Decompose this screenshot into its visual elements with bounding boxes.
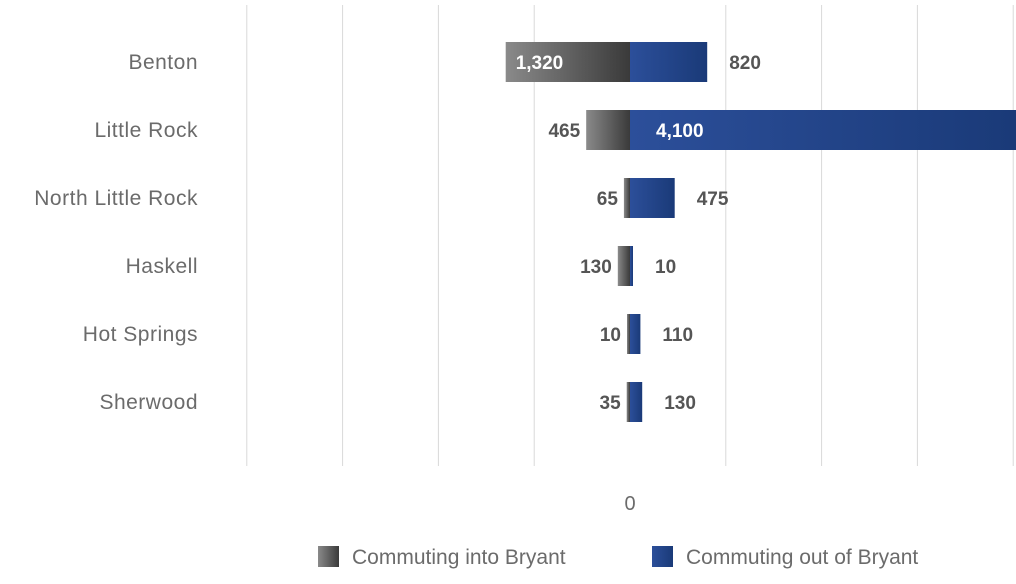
value-label-out: 475 [697, 189, 729, 210]
category-label: Sherwood [99, 391, 198, 414]
bar-commuting-into [623, 178, 630, 218]
bar-commuting-into [617, 246, 630, 286]
legend: Commuting into Bryant Commuting out of Br… [318, 546, 918, 569]
bar-commuting-out [630, 178, 675, 218]
legend-label: Commuting into Bryant [352, 546, 566, 569]
value-label-into: 1,320 [516, 53, 564, 74]
bar-layer [505, 42, 1016, 422]
bar-commuting-into [586, 110, 630, 150]
bar-commuting-out [630, 110, 1016, 150]
bar-commuting-into [626, 382, 630, 422]
bar-commuting-into [505, 42, 630, 82]
legend-label: Commuting out of Bryant [686, 546, 918, 569]
value-label-into: 130 [580, 257, 612, 278]
category-label: North Little Rock [34, 187, 198, 210]
bar-commuting-out [630, 314, 641, 354]
value-label-out: 820 [729, 53, 761, 74]
legend-swatch-into [318, 546, 339, 567]
bar-commuting-out [630, 382, 643, 422]
value-label-out: 10 [655, 257, 676, 278]
category-label: Hot Springs [83, 323, 198, 346]
category-label: Benton [128, 51, 198, 74]
label-layer: 0 Benton 1,320 820 Little Rock 465 4,100 North … [34, 51, 761, 515]
x-tick-label: 0 [624, 493, 635, 515]
value-label-out: 4,100 [656, 121, 704, 142]
legend-swatch-out [652, 546, 673, 567]
bar-commuting-into [627, 314, 630, 354]
bar-commuting-out [630, 42, 708, 82]
value-label-into: 465 [548, 121, 580, 142]
value-label-into: 65 [597, 189, 619, 210]
bar-commuting-out [630, 246, 633, 286]
value-label-into: 10 [600, 325, 621, 346]
value-label-out: 130 [664, 393, 696, 414]
category-label: Haskell [126, 255, 198, 278]
category-label: Little Rock [94, 119, 198, 142]
value-label-into: 35 [600, 393, 622, 414]
value-label-out: 110 [662, 325, 693, 346]
